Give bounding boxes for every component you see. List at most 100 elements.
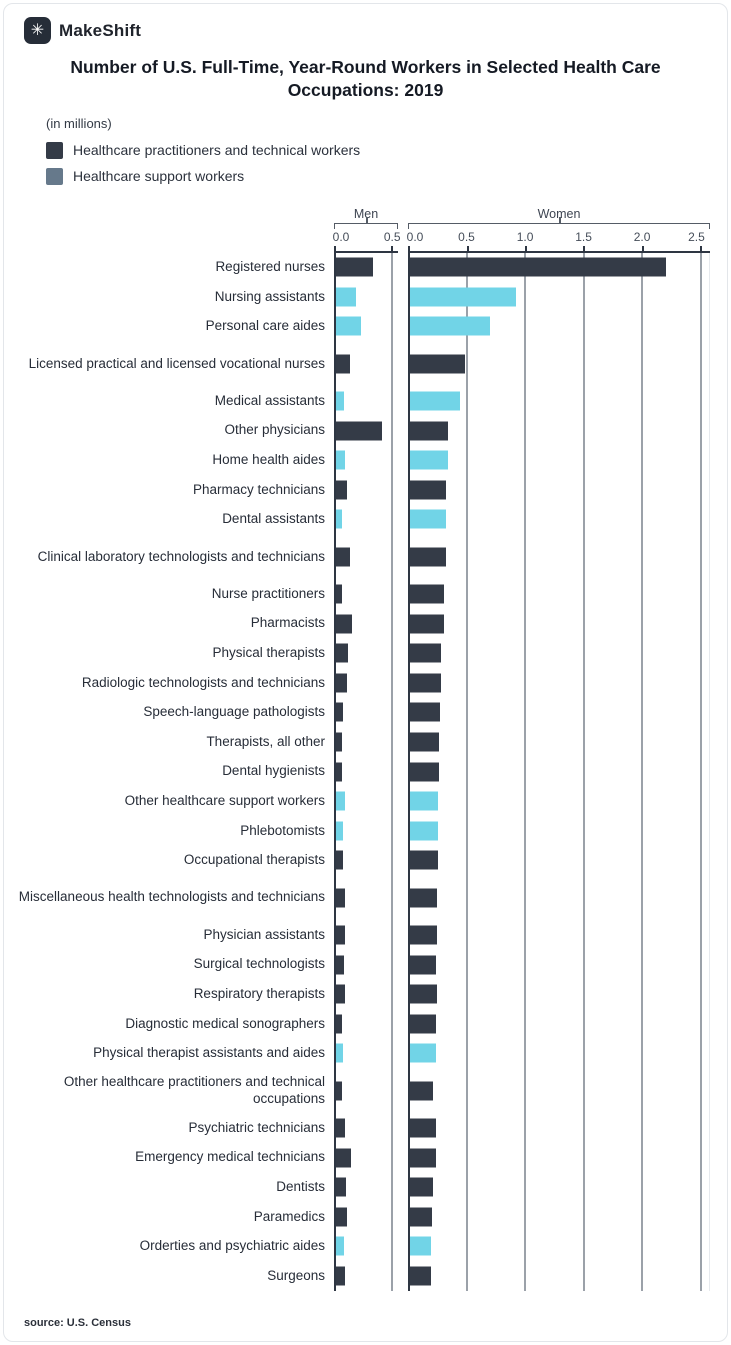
women-bar-cell — [408, 1068, 710, 1114]
occupation-label: Other physicians — [224, 422, 325, 438]
axis-tick-mark — [641, 245, 644, 251]
women-bar — [410, 925, 437, 945]
women-bar — [410, 821, 438, 841]
women-bar — [410, 955, 436, 975]
table-row: Other healthcare support workers — [4, 786, 727, 816]
table-row: Personal care aides — [4, 311, 727, 342]
occupation-label: Radiologic technologists and technicians — [81, 674, 325, 690]
axis-tick-mark — [391, 245, 394, 251]
men-panel-title: Men — [353, 206, 379, 221]
table-row: Other physicians — [4, 415, 727, 446]
women-bar-cell — [408, 668, 710, 698]
men-bar — [336, 1014, 342, 1034]
occupation-label: Occupational therapists — [183, 852, 325, 868]
table-row: Nursing assistants — [4, 282, 727, 312]
occupation-label: Clinical laboratory technologists and te… — [37, 548, 325, 564]
women-bar-cell — [408, 727, 710, 757]
table-row: Registered nurses — [4, 252, 727, 283]
women-bar — [410, 450, 449, 470]
women-axis: Women 0.0 0.5 1.0 1.5 2.0 2.5 — [407, 206, 710, 253]
women-bar — [410, 1148, 436, 1168]
gridline — [641, 252, 644, 1291]
table-row: Dentists — [4, 1172, 727, 1202]
occupation-label: Pharmacists — [250, 615, 325, 631]
occupation-label: Surgical technologists — [193, 956, 325, 972]
women-bar — [410, 1207, 433, 1227]
men-bar-cell — [334, 386, 398, 416]
men-bar-cell — [334, 282, 398, 312]
men-bar-cell — [334, 979, 398, 1009]
men-bar — [336, 391, 344, 411]
women-bar — [410, 354, 465, 374]
brand: ✳ MakeShift — [24, 17, 727, 44]
women-bar-cell — [408, 979, 710, 1009]
table-row: Licensed practical and licensed vocation… — [4, 341, 727, 387]
women-tick-labels: 0.0 0.5 1.0 1.5 2.0 2.5 — [407, 229, 710, 246]
women-bar-cell — [408, 608, 710, 639]
men-bar — [336, 925, 346, 945]
men-bar-cell — [334, 920, 398, 950]
axis-header: Men 0.0 0.5 Women 0.0 0.5 1.0 1.5 2.0 2.5 — [4, 207, 727, 253]
women-bar-cell — [408, 816, 710, 846]
men-bar — [336, 316, 361, 336]
men-bar — [336, 480, 348, 500]
women-bar-cell — [408, 445, 710, 476]
women-bar-cell — [408, 638, 710, 669]
women-bar-cell — [408, 475, 710, 505]
men-bar — [336, 1081, 342, 1101]
legend-swatch-support — [46, 167, 63, 185]
women-bar-cell — [408, 504, 710, 535]
occupation-label: Registered nurses — [215, 259, 325, 275]
table-row: Speech-language pathologists — [4, 697, 727, 728]
women-bar — [410, 702, 441, 722]
men-bar — [336, 450, 346, 470]
women-bar — [410, 1266, 431, 1286]
women-bar-cell — [408, 341, 710, 387]
men-bar-cell — [334, 697, 398, 728]
source-note: source: U.S. Census — [24, 1316, 131, 1329]
women-bar — [410, 850, 438, 870]
women-bar — [410, 888, 437, 908]
women-bar — [410, 1014, 436, 1034]
men-bar — [336, 850, 343, 870]
men-bar-cell — [334, 727, 398, 757]
occupation-label: Physician assistants — [203, 926, 325, 942]
axis-tick-mark — [699, 245, 702, 251]
women-bar-cell — [408, 756, 710, 787]
table-row: Radiologic technologists and technicians — [4, 668, 727, 698]
men-bar-cell — [334, 445, 398, 476]
men-bar-cell — [334, 816, 398, 846]
men-bar — [336, 984, 346, 1004]
men-bar-cell — [334, 1261, 398, 1291]
panel-edge-line — [708, 252, 710, 1291]
table-row: Miscellaneous health technologists and t… — [4, 875, 727, 921]
men-bar-cell — [334, 1172, 398, 1202]
page-title: Number of U.S. Full-Time, Year-Round Wor… — [70, 57, 661, 100]
women-bar — [410, 643, 442, 663]
occupation-label: Paramedics — [253, 1208, 325, 1224]
men-bar — [336, 732, 342, 752]
women-bar-cell — [408, 1172, 710, 1202]
men-bar — [336, 791, 346, 811]
men-bar — [336, 547, 350, 567]
men-bar — [336, 257, 374, 277]
legend: Healthcare practitioners and technical w… — [46, 141, 727, 185]
men-bar-cell — [334, 845, 398, 876]
men-axis-baseline — [334, 245, 398, 253]
table-row: Emergency medical technicians — [4, 1142, 727, 1173]
occupation-label: Physical therapist assistants and aides — [93, 1045, 325, 1061]
table-row: Diagnostic medical sonographers — [4, 1008, 727, 1039]
men-bar — [336, 821, 343, 841]
men-bar-cell — [334, 341, 398, 387]
men-bar-cell — [334, 638, 398, 669]
men-bar-cell — [334, 1113, 398, 1143]
women-bar — [410, 584, 444, 604]
gridline — [582, 252, 585, 1291]
chart-body: Registered nurses Nursing assistants Perso… — [4, 252, 727, 1291]
occupation-label: Nurse practitioners — [211, 585, 325, 601]
women-panel-title: Women — [537, 206, 581, 221]
chart-card: ✳ MakeShift Number of U.S. Full-Time, Ye… — [3, 3, 728, 1342]
occupation-label: Dental assistants — [222, 511, 325, 527]
legend-label-support: Healthcare support workers — [73, 168, 245, 184]
men-bar-cell — [334, 1038, 398, 1069]
